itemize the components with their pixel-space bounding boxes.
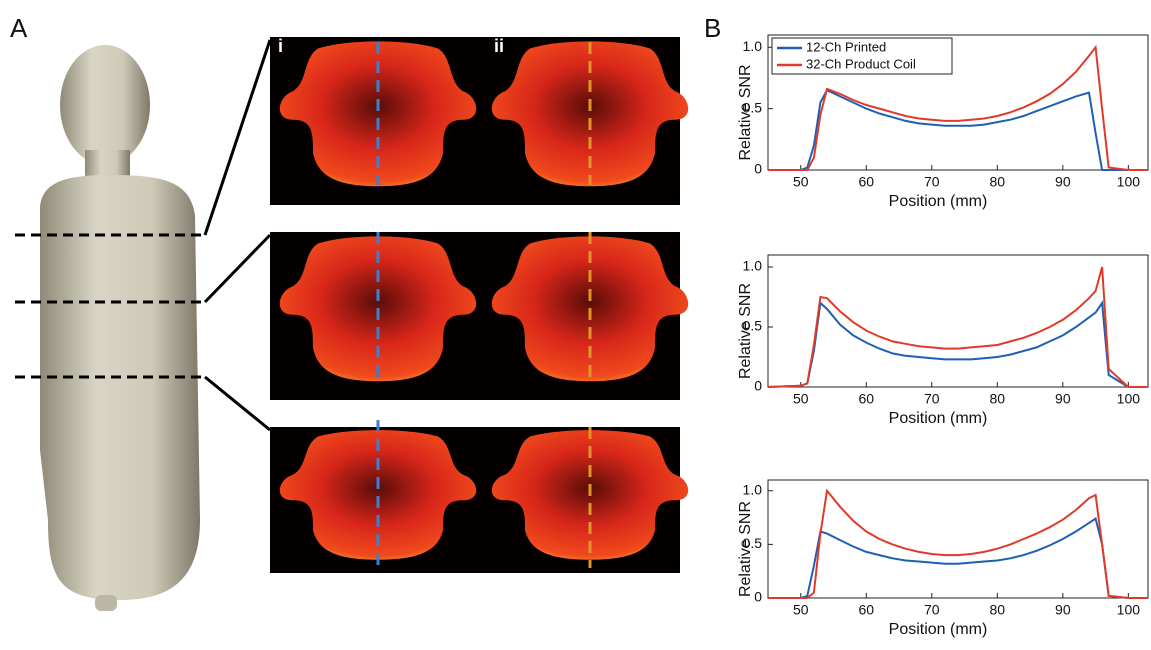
panel-label: B [704,13,721,43]
x-tick-label: 90 [1055,174,1071,190]
slice-lines [15,39,272,432]
mannequin-photo [40,45,200,611]
plot-area [767,254,1149,388]
legend-label: 32-Ch Product Coil [806,56,916,71]
x-tick-label: 100 [1117,602,1141,618]
legend-label: 12-Ch Printed [806,39,886,54]
y-tick-label: 1.0 [743,38,763,54]
series-line [767,300,1148,388]
x-tick-label: 70 [924,391,940,407]
x-tick-label: 90 [1055,602,1071,618]
legend-box [771,37,953,75]
x-tick-label: 100 [1117,391,1141,407]
x-tick-label: 50 [793,391,809,407]
y-tick-label: 1.0 [743,481,763,497]
image-label: ii [494,36,504,56]
x-tick-label: 80 [990,602,1006,618]
x-axis-label: Position (mm) [889,621,988,638]
x-tick-label: 60 [858,602,874,618]
y-axis-label: Relative SNR [737,64,754,160]
series-line [768,516,1148,599]
y-axis-label: Relative SNR [737,283,754,379]
series-line [768,488,1148,599]
x-tick-label: 90 [1055,391,1071,407]
y-tick-label: 0 [754,161,762,177]
x-tick-label: 50 [793,602,809,618]
y-tick-label: 0.5 [743,318,763,334]
mri-images [270,37,689,573]
x-tick-label: 60 [858,391,874,407]
x-tick-label: 100 [1117,174,1141,190]
x-tick-label: 70 [924,174,940,190]
x-tick-label: 50 [793,174,809,190]
image-label: i [278,36,283,56]
series-line [768,44,1148,171]
y-tick-label: 0 [754,589,762,605]
x-axis-label: Position (mm) [889,193,988,210]
series-line [767,266,1148,388]
x-tick-label: 80 [990,174,1006,190]
y-tick-label: 0.5 [743,535,763,551]
x-tick-label: 80 [990,391,1006,407]
y-tick-label: 0 [754,378,762,394]
plot-area [767,479,1149,599]
y-tick-label: 1.0 [743,258,763,274]
x-axis-label: Position (mm) [889,410,988,427]
plot-area [767,34,1149,171]
y-axis-label: Relative SNR [737,501,754,597]
x-tick-label: 70 [924,602,940,618]
x-tick-label: 60 [858,174,874,190]
panel-label: A [10,13,28,43]
y-tick-label: 0.5 [743,99,763,115]
